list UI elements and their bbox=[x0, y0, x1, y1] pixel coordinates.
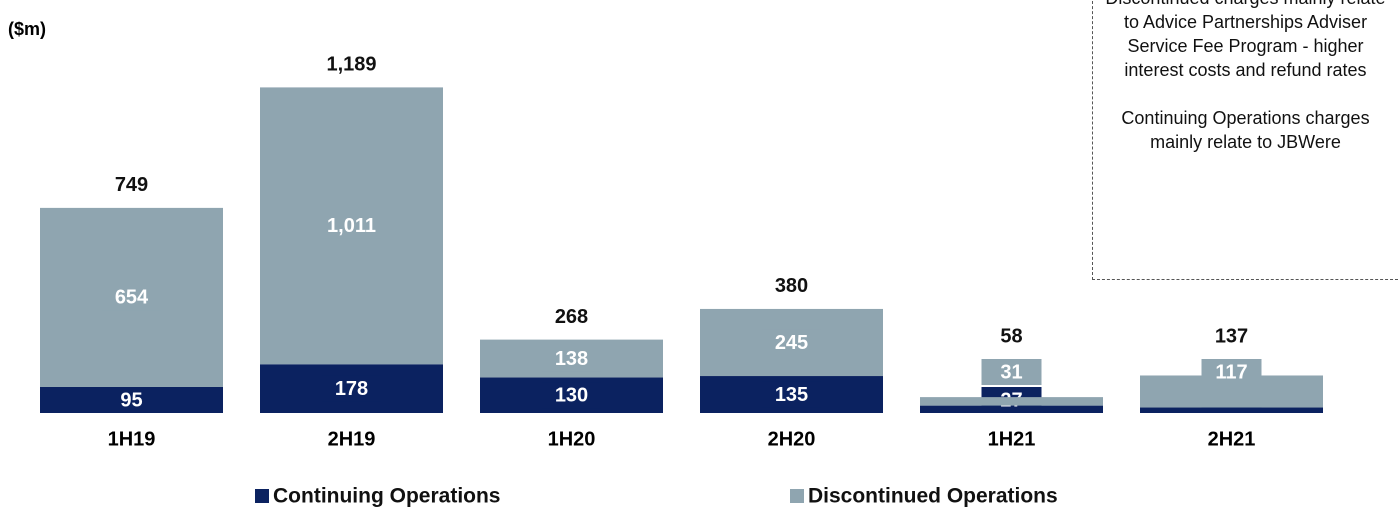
value-label: 138 bbox=[555, 348, 588, 370]
x-tick-label: 2H20 bbox=[768, 428, 816, 450]
value-label: 135 bbox=[775, 384, 808, 406]
x-tick-label: 1H20 bbox=[548, 428, 596, 450]
value-label: 1,011 bbox=[327, 215, 376, 237]
total-label: 58 bbox=[1000, 325, 1022, 347]
total-label: 749 bbox=[115, 174, 148, 196]
label-box bbox=[321, 212, 382, 239]
legend-label: Continuing Operations bbox=[273, 485, 500, 508]
value-label: 654 bbox=[115, 287, 149, 309]
value-label: 245 bbox=[775, 332, 808, 354]
legend-label: Discontinued Operations bbox=[808, 485, 1058, 508]
x-tick-label: 2H21 bbox=[1208, 428, 1256, 450]
annotation: Continuing Operations charges mainly rel… bbox=[1121, 108, 1370, 152]
x-tick-label: 2H19 bbox=[328, 428, 376, 450]
legend-swatch bbox=[790, 489, 804, 503]
total-label: 268 bbox=[555, 306, 588, 328]
label-box bbox=[541, 345, 602, 372]
value-label: 31 bbox=[1000, 361, 1022, 383]
value-label: 95 bbox=[120, 389, 142, 411]
label-box bbox=[761, 381, 822, 408]
label-box bbox=[101, 386, 162, 413]
x-tick-label: 1H21 bbox=[988, 428, 1036, 450]
value-label: 130 bbox=[555, 384, 588, 406]
value-label: 117 bbox=[1215, 361, 1247, 383]
label-box bbox=[1201, 359, 1262, 385]
bar-segment bbox=[920, 397, 1103, 406]
total-label: 1,189 bbox=[326, 54, 376, 76]
label-box bbox=[101, 284, 162, 311]
total-label: 380 bbox=[775, 275, 808, 297]
legend-swatch bbox=[255, 489, 269, 503]
value-label: 178 bbox=[335, 378, 368, 400]
total-label: 137 bbox=[1215, 325, 1248, 347]
annotation: Discontinued charges mainly relate to Ad… bbox=[1105, 0, 1385, 80]
unit-label: ($m) bbox=[8, 19, 46, 39]
annotation-box: Discontinued charges mainly relate to Ad… bbox=[1092, 0, 1398, 280]
label-box bbox=[541, 382, 602, 409]
label-box bbox=[321, 375, 382, 402]
x-tick-label: 1H19 bbox=[108, 428, 156, 450]
label-box bbox=[981, 359, 1042, 385]
label-box bbox=[761, 329, 822, 356]
